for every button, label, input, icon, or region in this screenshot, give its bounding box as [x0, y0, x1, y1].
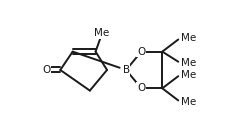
Text: Me: Me [94, 28, 109, 38]
Text: Me: Me [181, 33, 197, 43]
Text: Me: Me [181, 70, 197, 80]
Text: Me: Me [181, 97, 197, 107]
Text: O: O [137, 47, 145, 57]
Text: O: O [42, 65, 50, 75]
Text: Me: Me [181, 58, 197, 68]
Text: O: O [137, 83, 145, 93]
Text: B: B [123, 65, 130, 75]
